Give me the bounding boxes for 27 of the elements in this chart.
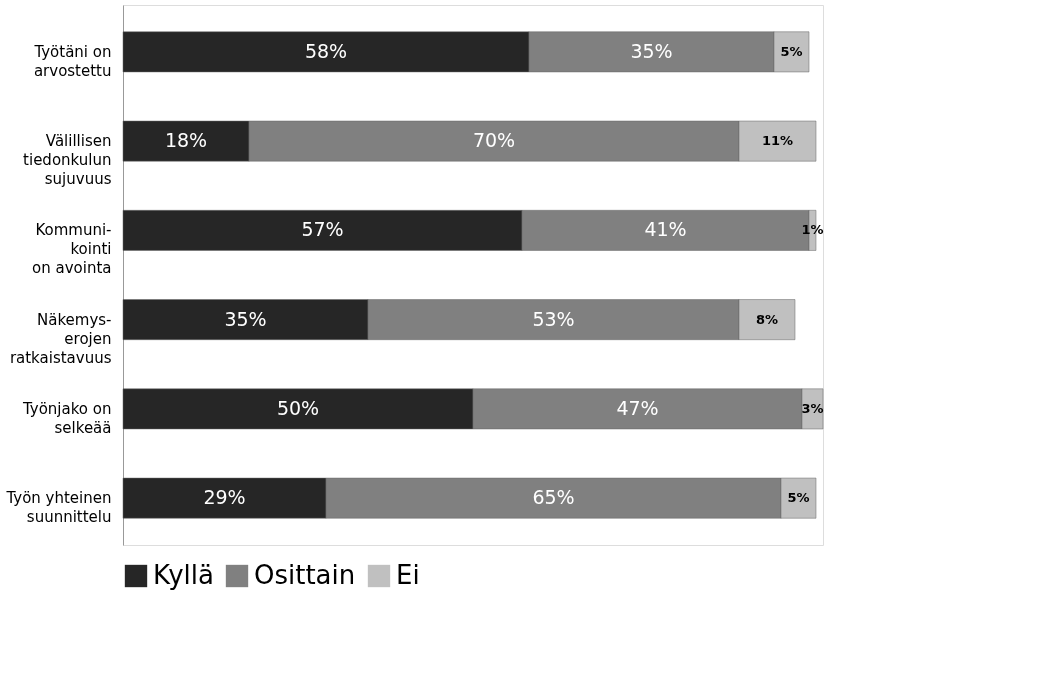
legend-label: Ei xyxy=(396,560,420,590)
y-tick-label: Työtäni on arvostettu xyxy=(33,42,112,80)
data-label: 58% xyxy=(304,39,348,62)
y-tick-label: Näkemys- erojen ratkaistavuus xyxy=(9,310,112,367)
data-label: 29% xyxy=(203,486,246,509)
data-label: 18% xyxy=(164,129,208,152)
legend-label: Osittain xyxy=(254,560,356,590)
data-label: 35% xyxy=(224,307,267,330)
data-label: 65% xyxy=(532,486,575,509)
y-tick-label: Välillisen tiedonkulun sujuvuus xyxy=(23,132,112,189)
data-label: 11% xyxy=(761,133,794,149)
y-tick-label: Työn yhteinen suunnittelu xyxy=(5,489,112,527)
legend-label: Kyllä xyxy=(153,560,214,590)
data-label: 53% xyxy=(532,307,575,330)
data-label: 41% xyxy=(644,218,687,241)
y-tick-label: Kommuni- kointi on avointa xyxy=(32,221,112,278)
y-tick-label: Työnjako on selkeää xyxy=(21,399,112,437)
data-label: 50% xyxy=(276,396,320,419)
data-label: 5% xyxy=(787,490,810,506)
data-label: 70% xyxy=(472,129,516,152)
data-label: 5% xyxy=(780,43,803,59)
data-label: 35% xyxy=(630,39,673,62)
data-label: 1% xyxy=(801,222,824,238)
data-label: 57% xyxy=(301,218,344,241)
data-label: 3% xyxy=(801,400,824,416)
data-label: 47% xyxy=(616,396,659,419)
data-label: 8% xyxy=(755,311,779,327)
